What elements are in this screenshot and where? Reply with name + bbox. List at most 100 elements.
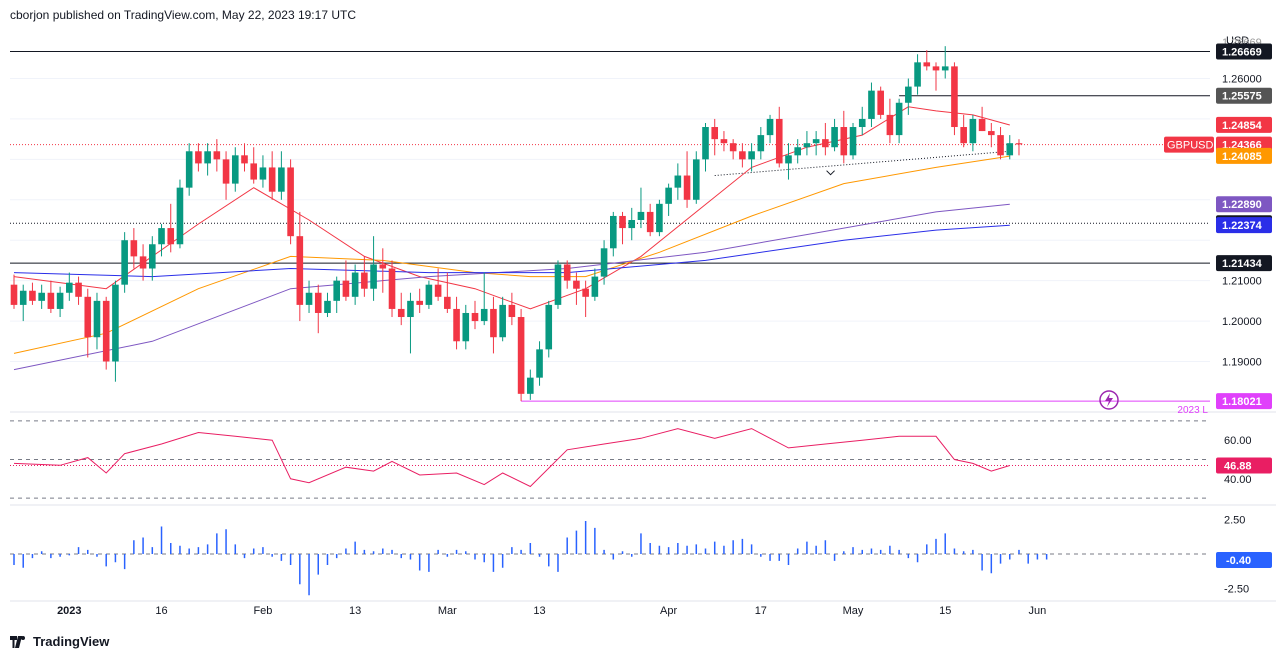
price-tag-label: 1.24854 (1222, 120, 1263, 132)
candle-body (471, 312, 479, 322)
candle-body (637, 211, 645, 220)
symbol-tag (1164, 136, 1214, 153)
time-tick-label: 16 (155, 605, 167, 617)
candle-body (444, 296, 451, 309)
candle-body (333, 280, 340, 301)
candle-body (425, 284, 433, 305)
time-tick-label: 13 (349, 605, 361, 617)
candle-body (112, 284, 119, 362)
candle-body (342, 280, 350, 297)
price-tag-label: 1.18021 (1222, 396, 1262, 408)
candle-body (951, 66, 958, 128)
lightning-icon (1099, 390, 1119, 410)
price-tag-label: 1.25575 (1222, 91, 1262, 103)
candle-body (803, 143, 811, 148)
price-tag-label: 1.22374 (1222, 220, 1263, 232)
price-tag (1216, 217, 1272, 234)
candle-body (729, 143, 737, 152)
candle-body (914, 62, 921, 87)
price-tag (1216, 147, 1272, 164)
candle-body (822, 139, 829, 148)
publisher-caption: cborjon published on TradingView.com, Ma… (10, 8, 356, 22)
price-tick-label: 1.20000 (1222, 316, 1262, 328)
candle-body (139, 256, 147, 269)
candle-body (840, 127, 848, 156)
rsi-value-label: 46.88 (1224, 461, 1252, 473)
candle-body (619, 215, 626, 229)
candle-body (75, 282, 82, 297)
candle-body (785, 155, 792, 164)
rsi-line (13, 428, 1010, 488)
candle-body (370, 264, 377, 289)
price-axis: USD1.210001.200001.190001.260001.266691.… (1164, 35, 1272, 410)
macd-pane: 2.50 -2.50 -0.40 (10, 515, 1276, 602)
candle-body (499, 304, 506, 338)
candle-body (665, 187, 672, 204)
price-tick-label: 1.19000 (1222, 356, 1262, 368)
candle-body (812, 139, 820, 144)
candle-body (591, 276, 599, 297)
candle-body (702, 127, 709, 160)
candle-body (480, 308, 488, 322)
candle-body (462, 312, 470, 342)
time-tick-label: 15 (939, 605, 951, 617)
candle-body (167, 228, 175, 245)
candle-body (969, 118, 977, 144)
rsi-tick-label: 60.00 (1224, 435, 1252, 447)
time-axis: 2023 16 Feb 13 Mar 13 Apr 17 May 15 Jun (57, 605, 1046, 617)
tradingview-logo-icon (10, 635, 25, 648)
candle-body (47, 292, 55, 309)
lightning-icon-bolt (1105, 393, 1113, 407)
candle-body (434, 284, 442, 297)
candle-body (287, 167, 294, 237)
candle-body (960, 127, 967, 144)
candle-body (988, 131, 995, 136)
time-tick-label: Feb (253, 605, 272, 617)
time-tick-label: Mar (438, 605, 457, 617)
candle-body (757, 135, 765, 152)
price-tag-label: 1.22890 (1222, 199, 1262, 211)
candle-body (222, 159, 230, 184)
time-tick-label: May (843, 605, 864, 617)
candle-body (941, 66, 949, 71)
macd-tick-label: -2.50 (1224, 583, 1249, 595)
macd-value-label: -0.40 (1226, 555, 1251, 567)
price-tag-label: 1.26669 (1222, 46, 1262, 58)
candle-body (84, 296, 92, 338)
candle-body (508, 304, 516, 318)
candle-body (997, 135, 1004, 156)
candle-body (536, 349, 543, 378)
candle-body (278, 167, 285, 192)
candle-body (379, 264, 387, 269)
tradingview-brand[interactable]: TradingView (10, 634, 109, 649)
candle-body (628, 220, 636, 229)
candle-body (296, 236, 304, 305)
price-pane: 2023 L (10, 46, 1276, 416)
candle-body (158, 228, 165, 245)
price-tag (1216, 43, 1272, 60)
candle-body (185, 151, 193, 188)
level-tag: 2023 L (1177, 405, 1208, 416)
candle-body (176, 187, 184, 245)
candle-body (517, 317, 525, 394)
candle-body (19, 290, 27, 305)
time-tick-label: Jun (1029, 605, 1047, 617)
price-tag (1216, 196, 1272, 213)
candle-body (388, 268, 396, 309)
price-tag (1216, 87, 1272, 104)
candle-body (204, 151, 211, 164)
candle-body (351, 272, 359, 297)
candle-body (858, 118, 866, 128)
candle-body (582, 288, 589, 297)
candle-body (490, 308, 497, 338)
candle-body (748, 151, 755, 160)
candle-body (38, 292, 45, 301)
candle-body (231, 155, 239, 184)
candle-body (314, 292, 322, 313)
candle-body (259, 167, 267, 180)
time-tick-label: Apr (660, 605, 677, 617)
candle-body (250, 163, 258, 180)
candle-body (563, 264, 571, 281)
candle-body (831, 127, 838, 148)
candle-body (10, 284, 18, 305)
